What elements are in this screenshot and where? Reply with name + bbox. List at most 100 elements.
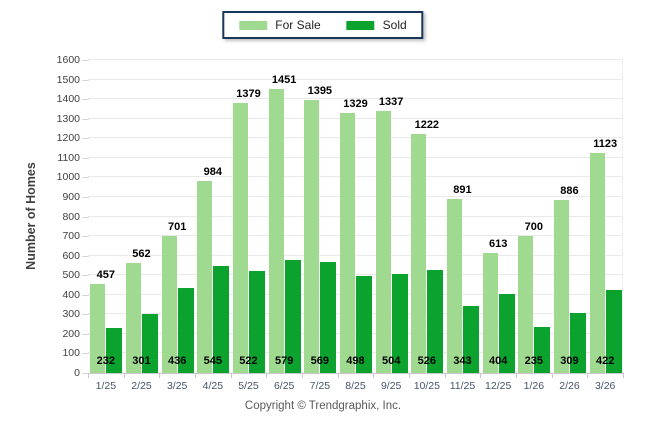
x-axis-tick bbox=[266, 374, 268, 378]
legend-label: Sold bbox=[382, 18, 407, 32]
legend-item-sold: Sold bbox=[346, 18, 407, 32]
y-tick-label: 400 bbox=[62, 288, 80, 301]
x-axis-tick bbox=[123, 374, 125, 378]
y-tick-label: 1300 bbox=[56, 112, 80, 125]
bar-sold bbox=[213, 266, 230, 373]
bar-group: 1123 422 bbox=[587, 60, 623, 373]
bar-for-sale bbox=[553, 199, 569, 373]
x-axis-tick bbox=[551, 374, 553, 378]
x-axis-tick bbox=[337, 374, 339, 378]
bar-sold bbox=[106, 327, 123, 373]
x-tick-label: 10/25 bbox=[413, 380, 440, 392]
y-tick-label: 100 bbox=[62, 347, 80, 360]
y-tick-label: 700 bbox=[62, 230, 80, 243]
bar-for-sale bbox=[589, 153, 605, 373]
sold-value-label: 504 bbox=[381, 355, 401, 367]
bar-sold bbox=[320, 261, 337, 373]
for-sale-value-label: 1395 bbox=[307, 85, 333, 98]
bar-for-sale bbox=[304, 100, 320, 373]
gridline bbox=[88, 352, 622, 354]
bar-sold bbox=[284, 259, 301, 373]
y-tick-label: 200 bbox=[62, 327, 80, 340]
bar-for-sale bbox=[90, 283, 106, 373]
legend-label: For Sale bbox=[275, 18, 321, 32]
gridline bbox=[88, 195, 622, 197]
y-tick-mark bbox=[82, 99, 89, 101]
bar-for-sale bbox=[375, 111, 391, 373]
legend-swatch-icon bbox=[239, 20, 268, 30]
gridline bbox=[88, 59, 622, 60]
bar-group: 1222 526 bbox=[409, 60, 445, 373]
bar-sold bbox=[141, 314, 158, 373]
gridline bbox=[88, 117, 622, 119]
x-axis-line bbox=[88, 373, 624, 374]
x-tick-label: 12/25 bbox=[485, 380, 512, 392]
sold-value-label: 498 bbox=[346, 355, 365, 367]
for-sale-value-label: 613 bbox=[488, 238, 508, 251]
for-sale-value-label: 1123 bbox=[593, 138, 618, 151]
gridline bbox=[88, 156, 622, 158]
y-tick-label: 800 bbox=[62, 210, 80, 223]
bar-group: 1451 579 bbox=[266, 60, 302, 373]
bar-sold bbox=[177, 287, 194, 373]
bar-group: 457 232 bbox=[88, 60, 124, 373]
bar-sold bbox=[569, 312, 586, 373]
bar-for-sale bbox=[268, 89, 284, 373]
y-tick-label: 1000 bbox=[56, 171, 80, 184]
bar-for-sale bbox=[197, 180, 213, 373]
gridline bbox=[88, 215, 622, 217]
bar-for-sale bbox=[161, 235, 177, 373]
gridline bbox=[88, 332, 622, 334]
legend-item-for-sale: For Sale bbox=[239, 18, 321, 32]
chart-legend: For Sale Sold bbox=[222, 11, 424, 39]
x-axis-tick bbox=[587, 374, 589, 378]
sold-value-label: 569 bbox=[310, 355, 329, 367]
y-tick-label: 0 bbox=[74, 367, 80, 379]
x-tick-label: 2/26 bbox=[559, 380, 580, 392]
y-tick-mark bbox=[82, 314, 89, 316]
bar-group: 1395 569 bbox=[302, 60, 338, 373]
y-tick-mark bbox=[82, 216, 89, 218]
sold-value-label: 545 bbox=[203, 355, 222, 367]
bar-sold bbox=[391, 274, 408, 373]
x-axis-tick bbox=[195, 374, 196, 378]
sold-value-label: 343 bbox=[453, 355, 472, 367]
bar-for-sale bbox=[411, 133, 427, 373]
bar-group: 562 301 bbox=[124, 60, 160, 373]
y-tick-mark bbox=[82, 294, 89, 296]
y-tick-mark bbox=[82, 333, 89, 335]
bar-sold bbox=[248, 270, 265, 373]
x-axis-tick bbox=[302, 374, 303, 378]
plot-area: 457 232 562 301 701 436 984 545 1379 522 1451 579 13… bbox=[88, 59, 623, 373]
y-tick-mark bbox=[82, 275, 89, 277]
x-tick-label: 1/26 bbox=[523, 380, 545, 392]
x-axis-tick bbox=[230, 374, 232, 378]
sold-value-label: 579 bbox=[274, 355, 294, 367]
y-tick-label: 1500 bbox=[56, 73, 80, 86]
bar-for-sale bbox=[518, 236, 534, 373]
sold-value-label: 232 bbox=[96, 355, 115, 367]
sold-value-label: 422 bbox=[595, 355, 615, 367]
bar-for-sale bbox=[446, 198, 462, 373]
x-axis-tick bbox=[88, 374, 89, 378]
y-tick-mark bbox=[82, 373, 89, 374]
x-tick-label: 2/25 bbox=[131, 380, 152, 392]
gridline bbox=[88, 313, 622, 315]
sold-value-label: 235 bbox=[524, 355, 543, 367]
bar-sold bbox=[427, 270, 444, 373]
x-axis-tick bbox=[623, 374, 624, 378]
x-tick-label: 11/25 bbox=[449, 380, 476, 392]
y-tick-label: 300 bbox=[62, 308, 80, 321]
bar-sold bbox=[462, 305, 479, 373]
x-axis-tick bbox=[480, 374, 482, 378]
sold-value-label: 522 bbox=[239, 355, 258, 367]
y-tick-mark bbox=[82, 157, 89, 159]
gridline bbox=[88, 254, 622, 256]
y-tick-label: 900 bbox=[62, 190, 80, 203]
bar-group: 613 404 bbox=[480, 60, 516, 373]
gridline bbox=[88, 235, 622, 237]
for-sale-value-label: 984 bbox=[203, 165, 222, 178]
y-tick-mark bbox=[82, 138, 89, 140]
for-sale-value-label: 1451 bbox=[271, 74, 297, 87]
for-sale-value-label: 1337 bbox=[378, 96, 404, 109]
